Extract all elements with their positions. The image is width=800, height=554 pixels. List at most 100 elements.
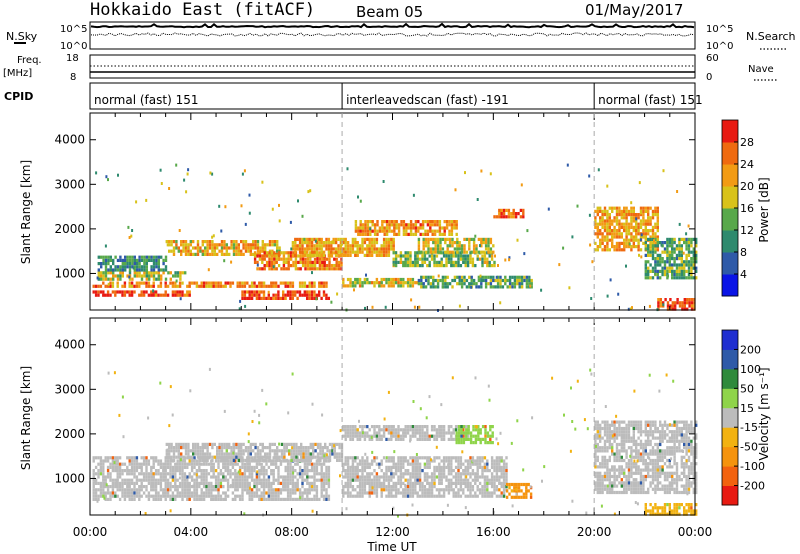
- heatmap-cell: [411, 431, 415, 435]
- heatmap-cell: [267, 481, 271, 485]
- heatmap-cell: [336, 455, 339, 459]
- heatmap-cell: [470, 278, 473, 283]
- heatmap-cell: [271, 243, 274, 247]
- heatmap-cell: [92, 491, 95, 495]
- heatmap-cell: [467, 425, 470, 429]
- heatmap-cell: [625, 264, 627, 268]
- heatmap-cell: [322, 290, 326, 294]
- heatmap-cell: [406, 431, 410, 435]
- heatmap-cell: [133, 459, 136, 463]
- heatmap-cell: [486, 257, 489, 261]
- heatmap-cell: [109, 271, 112, 275]
- heatmap-cell: [130, 465, 134, 469]
- heatmap-cell: [303, 250, 307, 254]
- heatmap-cell: [200, 469, 203, 473]
- heatmap-cell: [512, 212, 515, 216]
- heatmap-cell: [297, 452, 300, 456]
- heatmap-cell: [210, 494, 213, 498]
- heatmap-cell: [243, 488, 247, 492]
- heatmap-cell: [130, 494, 134, 498]
- heatmap-cell: [249, 252, 252, 256]
- heatmap-cell: [327, 485, 331, 489]
- heatmap-cell: [159, 478, 163, 482]
- heatmap-cell: [359, 220, 362, 224]
- heatmap-cell: [354, 478, 357, 482]
- heatmap-cell: [627, 225, 631, 229]
- heatmap-cell: [344, 434, 347, 438]
- heatmap-cell: [599, 478, 602, 482]
- heatmap-cell: [424, 244, 428, 248]
- heatmap-cell: [399, 428, 403, 432]
- heatmap-cell: [114, 265, 117, 269]
- heatmap-cell: [462, 469, 465, 473]
- heatmap-cell: [460, 275, 464, 279]
- heatmap-cell: [337, 253, 340, 257]
- heatmap-cell: [94, 497, 98, 501]
- heatmap-cell: [178, 491, 182, 495]
- heatmap-cell: [478, 462, 482, 466]
- heatmap-cell: [426, 462, 429, 466]
- heatmap-cell: [223, 446, 226, 450]
- heatmap-cell: [642, 206, 645, 210]
- heatmap-cell: [258, 472, 261, 476]
- heatmap-cell: [212, 494, 215, 498]
- heatmap-cell: [631, 306, 633, 310]
- heatmap-cell: [366, 250, 369, 254]
- heatmap-cell: [637, 232, 640, 236]
- heatmap-cell: [241, 462, 244, 466]
- heatmap-cell: [445, 475, 448, 479]
- heatmap-cell: [421, 494, 424, 498]
- heatmap-cell: [651, 266, 655, 270]
- heatmap-cell: [644, 232, 647, 236]
- heatmap-cell: [128, 462, 131, 466]
- heatmap-cell: [404, 456, 407, 460]
- heatmap-cell: [266, 446, 269, 450]
- heatmap-cell: [390, 478, 393, 482]
- heatmap-cell: [462, 481, 465, 485]
- heatmap-cell: [145, 274, 148, 278]
- heatmap-cell: [623, 245, 626, 249]
- heatmap-cell: [394, 264, 398, 268]
- heatmap-cell: [361, 491, 364, 495]
- heatmap-cell: [225, 452, 228, 456]
- cpid-segment-label: interleavedscan (fast) -191: [346, 93, 509, 107]
- heatmap-cell: [243, 465, 247, 469]
- heatmap-cell: [382, 247, 386, 251]
- heatmap-cell: [298, 497, 302, 501]
- heatmap-cell: [382, 485, 386, 489]
- heatmap-cell: [184, 246, 188, 250]
- heatmap-cell: [321, 260, 324, 264]
- heatmap-cell: [319, 458, 322, 462]
- heatmap-cell: [164, 255, 168, 259]
- heatmap-cell: [354, 431, 357, 435]
- heatmap-cell: [328, 458, 332, 462]
- heatmap-cell: [241, 281, 244, 285]
- heatmap-cell: [525, 285, 529, 289]
- heatmap-cell: [625, 245, 628, 249]
- heatmap-cell: [193, 494, 196, 498]
- heatmap-cell: [635, 232, 638, 236]
- heatmap-cell: [322, 244, 326, 248]
- heatmap-cell: [267, 465, 271, 469]
- heatmap-cell: [253, 481, 256, 485]
- heatmap-cell: [277, 488, 280, 492]
- heatmap-cell: [459, 459, 463, 463]
- heatmap-cell: [644, 237, 647, 241]
- heatmap-cell: [294, 290, 297, 294]
- heatmap-cell: [286, 284, 290, 288]
- heatmap-cell: [131, 265, 134, 269]
- heatmap-cell: [344, 472, 347, 476]
- heatmap-cell: [262, 494, 266, 498]
- heatmap-cell: [342, 425, 345, 429]
- heatmap-cell: [136, 268, 139, 272]
- heatmap-cell: [505, 465, 508, 469]
- heatmap-cell: [421, 428, 424, 432]
- heatmap-cell: [518, 275, 521, 279]
- heatmap-cell: [322, 462, 326, 466]
- heatmap-cell: [240, 240, 243, 244]
- heatmap-cell: [486, 475, 489, 479]
- heatmap-cell: [210, 469, 213, 473]
- heatmap-cell: [283, 446, 286, 450]
- heatmap-cell: [97, 462, 100, 466]
